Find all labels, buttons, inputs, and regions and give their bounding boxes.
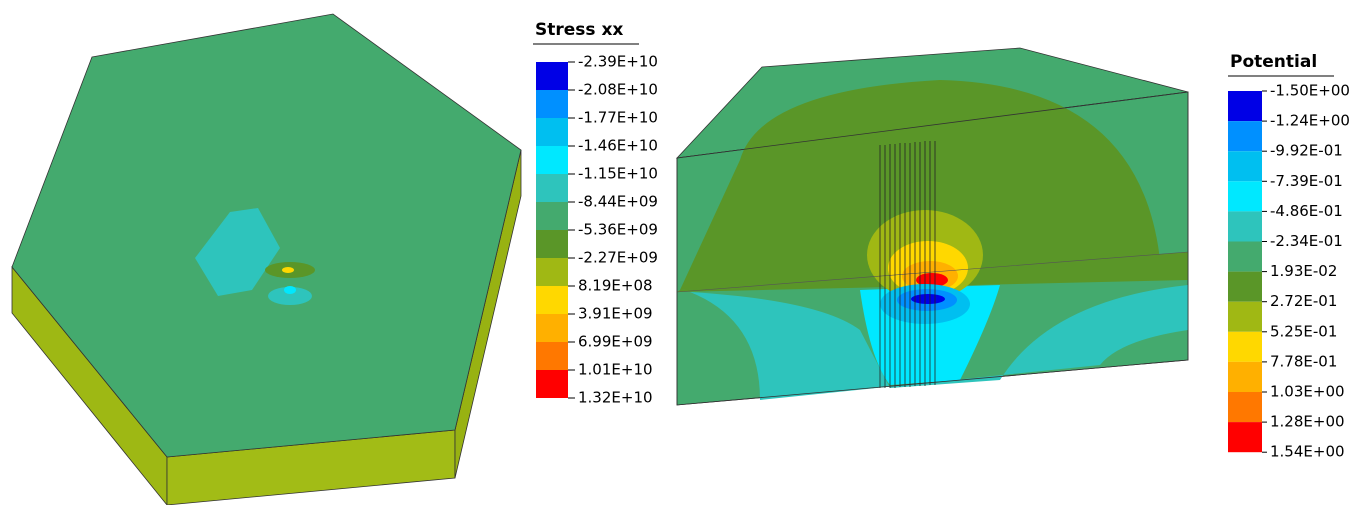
legend-swatch xyxy=(1228,272,1262,302)
legend-label: -2.34E-01 xyxy=(1270,232,1343,250)
legend-label: -5.36E+09 xyxy=(578,221,658,239)
legend-swatch xyxy=(536,174,568,202)
legend-label: 1.03E+00 xyxy=(1270,383,1345,401)
legend-swatch xyxy=(1228,91,1262,121)
legend-label: 7.78E-01 xyxy=(1270,352,1337,370)
legend-swatch xyxy=(1228,211,1262,241)
legend-label: 3.91E+09 xyxy=(578,305,653,323)
legend-label: 1.93E-02 xyxy=(1270,262,1337,280)
legend-label: -2.27E+09 xyxy=(578,249,658,267)
legend-swatch xyxy=(1228,332,1262,362)
legend-label: 2.72E-01 xyxy=(1270,292,1337,310)
legend-swatch xyxy=(1228,181,1262,211)
legend-title: Potential xyxy=(1230,52,1317,72)
legend-swatch xyxy=(536,286,568,314)
legend-swatch xyxy=(1228,422,1262,452)
legend-label: 5.25E-01 xyxy=(1270,322,1337,340)
legend-label: 1.28E+00 xyxy=(1270,413,1345,431)
box-model xyxy=(677,48,1188,405)
legend-swatch xyxy=(536,62,568,90)
screen: Stress xx -2.39E+10 -2.08E+10 -1.77E+10 -1.4… xyxy=(0,0,1368,505)
legend-label: -1.46E+10 xyxy=(578,137,658,155)
legend-swatch xyxy=(536,342,568,370)
legend-label: 1.54E+00 xyxy=(1270,443,1345,461)
legend-label: -1.15E+10 xyxy=(578,165,658,183)
legend-swatch xyxy=(536,258,568,286)
legend-swatch xyxy=(1228,242,1262,272)
legend-label: -7.39E-01 xyxy=(1270,172,1343,190)
hex-slab xyxy=(12,14,521,505)
legend-title: Stress xx xyxy=(535,20,623,40)
legend-label: 8.19E+08 xyxy=(578,277,653,295)
legend-swatch xyxy=(1228,302,1262,332)
legend-label: -2.08E+10 xyxy=(578,81,658,99)
legend-swatch xyxy=(536,118,568,146)
legend-label: -8.44E+09 xyxy=(578,193,658,211)
legend-swatch xyxy=(536,314,568,342)
legend-label: -1.77E+10 xyxy=(578,109,658,127)
legend-swatch xyxy=(1228,392,1262,422)
legend-swatch xyxy=(536,146,568,174)
legend-swatch xyxy=(536,90,568,118)
legend-swatch xyxy=(1228,121,1262,151)
legend-label: 6.99E+09 xyxy=(578,333,653,351)
legend-swatch xyxy=(536,370,568,398)
legend-swatch xyxy=(1228,362,1262,392)
legend-label: -1.24E+00 xyxy=(1270,112,1350,130)
legend-label: -4.86E-01 xyxy=(1270,202,1343,220)
legend-label: -9.92E-01 xyxy=(1270,142,1343,160)
legend-label: -1.50E+00 xyxy=(1270,82,1350,100)
legend-swatch xyxy=(536,202,568,230)
legend-label: 1.32E+10 xyxy=(578,389,653,407)
legend-swatch xyxy=(1228,151,1262,181)
legend-label: -2.39E+10 xyxy=(578,53,658,71)
legend-swatch xyxy=(536,230,568,258)
legend-label: 1.01E+10 xyxy=(578,361,653,379)
